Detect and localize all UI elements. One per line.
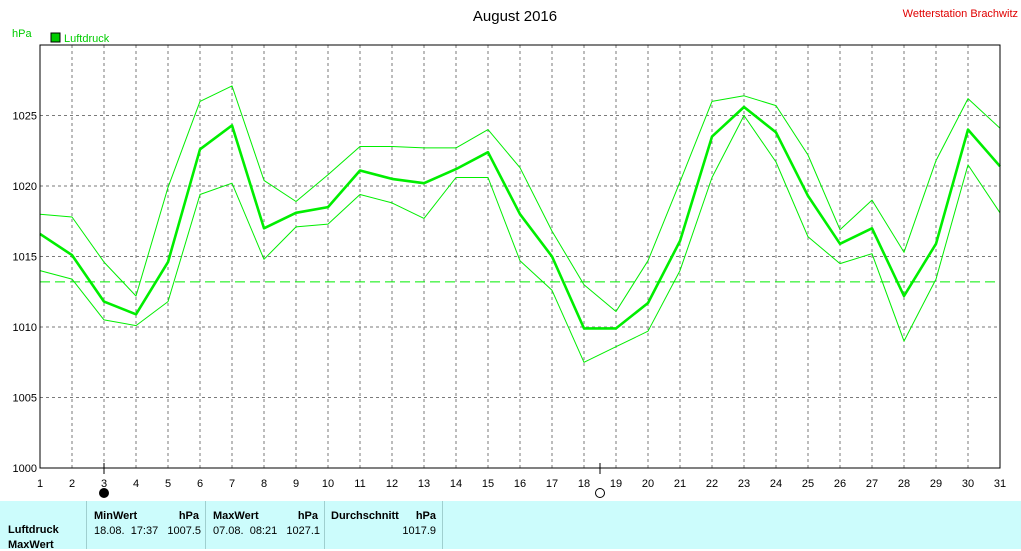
max-unit: hPa <box>297 510 318 522</box>
x-tick-label: 9 <box>293 478 299 490</box>
x-tick-label: 11 <box>354 478 365 490</box>
y-tick-label: 1010 <box>13 322 37 334</box>
legend-label: Luftdruck <box>64 33 110 45</box>
y-tick-label: 1020 <box>13 181 37 193</box>
x-tick-label: 25 <box>802 478 814 490</box>
x-tick-label: 16 <box>514 478 526 490</box>
tick-layer: 1 2 3 4 5 6 7 8 9 10 11 12 13 14 15 16 17 18 19 20 21 22 23 24 2… <box>13 111 1007 491</box>
x-tick-label: 13 <box>418 478 430 490</box>
row-label-maxwert: MaxWert <box>8 539 54 551</box>
y-tick-label: 1005 <box>13 393 37 405</box>
x-tick-label: 23 <box>738 478 750 490</box>
y-tick-label: 1000 <box>13 463 37 475</box>
x-tick-label: 8 <box>261 478 267 490</box>
station-name: Wetterstation Brachwitz <box>903 8 1018 20</box>
min-value: 1007.5 <box>167 525 201 537</box>
moon-marker-layer <box>99 463 605 498</box>
x-tick-label: 30 <box>962 478 974 490</box>
x-tick-label: 10 <box>322 478 334 490</box>
plot-frame <box>39 44 1001 469</box>
x-tick-label: 28 <box>898 478 910 490</box>
x-tick-label: 31 <box>994 478 1006 490</box>
max-value: 1027.1 <box>286 525 320 537</box>
x-tick-label: 1 <box>37 478 43 490</box>
min-time: 18.08. 17:37 <box>94 525 159 537</box>
min-unit: hPa <box>178 510 199 522</box>
series-layer <box>39 85 1001 363</box>
x-tick-label: 6 <box>197 478 203 490</box>
x-tick-label: 20 <box>642 478 654 490</box>
x-tick-label: 4 <box>133 478 139 490</box>
x-tick-label: 21 <box>674 478 686 490</box>
x-tick-label: 5 <box>165 478 171 490</box>
max-header: MaxWert <box>213 510 259 522</box>
full-moon-icon <box>595 488 605 498</box>
x-tick-label: 3 <box>101 478 107 490</box>
statistics-panel: Luftdruck MaxWert MinWert hPa 18.08. 17:… <box>0 501 1021 551</box>
max-block: MaxWert hPa 07.08. 08:21 1027.1 <box>205 501 324 549</box>
y-axis-unit: hPa <box>12 28 32 40</box>
series-mean-line <box>39 105 1001 330</box>
average-value: 1017.9 <box>402 525 436 537</box>
pressure-chart: 1 2 3 4 5 6 7 8 9 10 11 12 13 14 15 16 17 18 19 20 21 22 23 24 2… <box>12 8 1018 498</box>
x-tick-label: 18 <box>578 478 590 490</box>
chart-title: August 2016 <box>473 8 557 25</box>
x-tick-label: 2 <box>69 478 75 490</box>
series-max-line <box>39 85 1001 312</box>
x-tick-label: 24 <box>770 478 782 490</box>
average-block: Durchschnitt hPa 1017.9 <box>324 501 443 549</box>
x-tick-label: 17 <box>546 478 558 490</box>
x-tick-label: 15 <box>482 478 494 490</box>
new-moon-icon <box>99 488 109 498</box>
x-tick-label: 22 <box>706 478 718 490</box>
y-tick-label: 1025 <box>13 111 37 123</box>
min-block: MinWert hPa 18.08. 17:37 1007.5 <box>86 501 205 549</box>
min-header: MinWert <box>94 510 138 522</box>
x-tick-label: 7 <box>229 478 235 490</box>
x-tick-label: 12 <box>386 478 398 490</box>
x-tick-label: 27 <box>866 478 878 490</box>
grid-layer <box>40 45 1000 468</box>
row-label-luftdruck: Luftdruck <box>8 524 59 536</box>
average-header: Durchschnitt <box>331 510 399 522</box>
x-tick-label: 29 <box>930 478 942 490</box>
average-unit: hPa <box>415 510 436 522</box>
x-tick-label: 26 <box>834 478 846 490</box>
x-tick-label: 19 <box>610 478 622 490</box>
series-min-line <box>39 115 1001 363</box>
y-tick-label: 1015 <box>13 252 37 264</box>
max-time: 07.08. 08:21 <box>213 525 278 537</box>
legend-swatch <box>50 32 61 43</box>
x-tick-label: 14 <box>450 478 462 490</box>
